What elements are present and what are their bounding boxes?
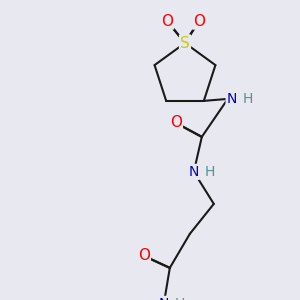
Text: H: H [175,297,185,300]
Text: O: O [138,248,150,263]
Text: N: N [189,165,199,179]
Text: O: O [193,14,205,28]
Text: N: N [226,92,237,106]
Text: S: S [180,35,190,50]
Text: H: H [243,92,253,106]
Text: H: H [205,165,215,179]
Text: N: N [159,297,169,300]
Text: O: O [170,116,182,130]
Text: O: O [161,14,173,28]
